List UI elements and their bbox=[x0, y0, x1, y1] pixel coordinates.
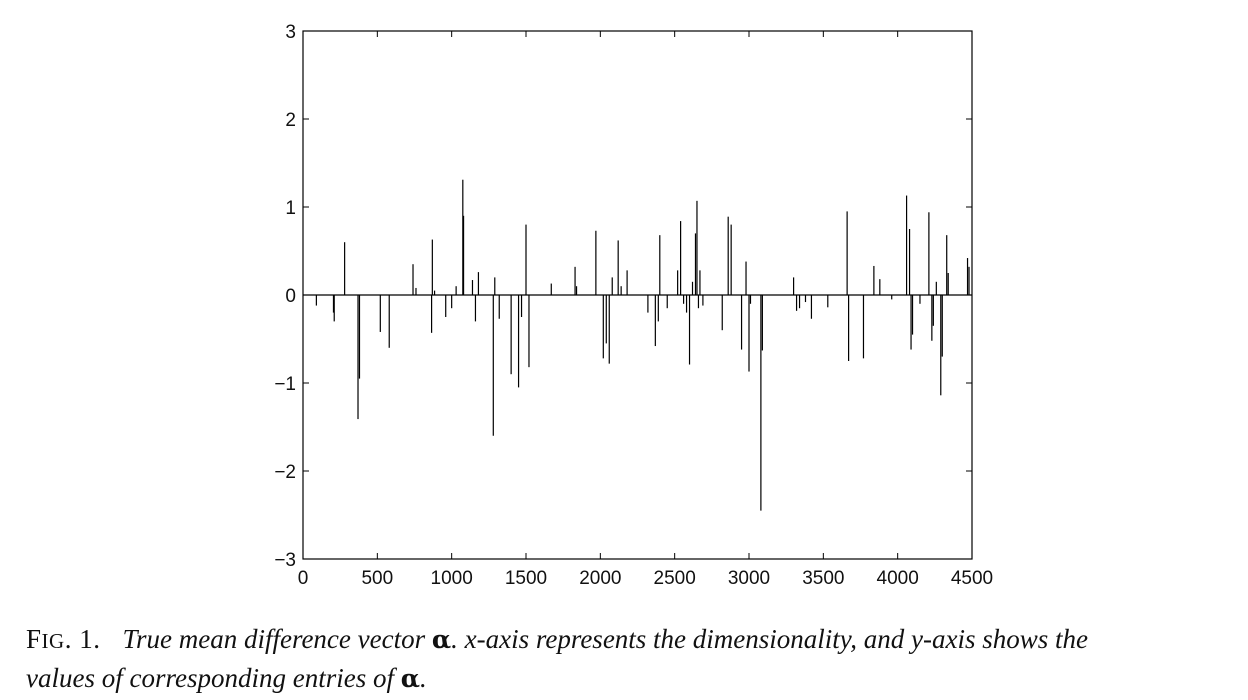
caption-line-1: FIG. 1. True mean difference vector α. x-… bbox=[26, 621, 1241, 660]
y-tick-label-5: −2 bbox=[274, 462, 296, 483]
x-tick-label-7: 3500 bbox=[802, 568, 844, 589]
figure-caption: FIG. 1. True mean difference vector α. x-… bbox=[26, 621, 1241, 697]
x-tick-label-1: 500 bbox=[361, 568, 393, 589]
x-tick-label-8: 4000 bbox=[877, 568, 919, 589]
x-tick-label-6: 3000 bbox=[728, 568, 770, 589]
caption-text-1: True mean difference vector bbox=[122, 624, 432, 654]
x-tick-label-4: 2000 bbox=[579, 568, 621, 589]
stem-series bbox=[303, 179, 972, 511]
x-tick-label-2: 1000 bbox=[431, 568, 473, 589]
stem-chart: 0 500 1000 1500 2000 2500 3000 3500 4000 4500 3 2 1 0… bbox=[274, 22, 993, 589]
y-tick-label-1: 2 bbox=[285, 110, 296, 131]
caption-text-3: values of corresponding entries of bbox=[26, 663, 401, 693]
y-tick-label-0: 3 bbox=[285, 22, 296, 43]
caption-line-2: values of corresponding entries of α. bbox=[26, 660, 1241, 697]
x-tick-label-5: 2500 bbox=[654, 568, 696, 589]
x-tick-label-3: 1500 bbox=[505, 568, 547, 589]
chart-axes: 0 500 1000 1500 2000 2500 3000 3500 4000 4500 3 2 1 0… bbox=[274, 22, 993, 589]
y-tick-label-2: 1 bbox=[285, 198, 296, 219]
y-tick-label-6: −3 bbox=[274, 550, 296, 571]
alpha-symbol: α bbox=[431, 625, 452, 654]
caption-text-4: . bbox=[419, 663, 427, 693]
x-tick-label-9: 4500 bbox=[951, 568, 993, 589]
x-tick-label-0: 0 bbox=[298, 568, 309, 589]
alpha-symbol-2: α bbox=[400, 664, 420, 693]
y-tick-label-4: −1 bbox=[274, 374, 296, 395]
caption-text-2: . x-axis represents the dimensionality, … bbox=[451, 624, 1089, 654]
y-tick-label-3: 0 bbox=[285, 286, 296, 307]
figure-label: FIG. 1. bbox=[26, 624, 101, 654]
